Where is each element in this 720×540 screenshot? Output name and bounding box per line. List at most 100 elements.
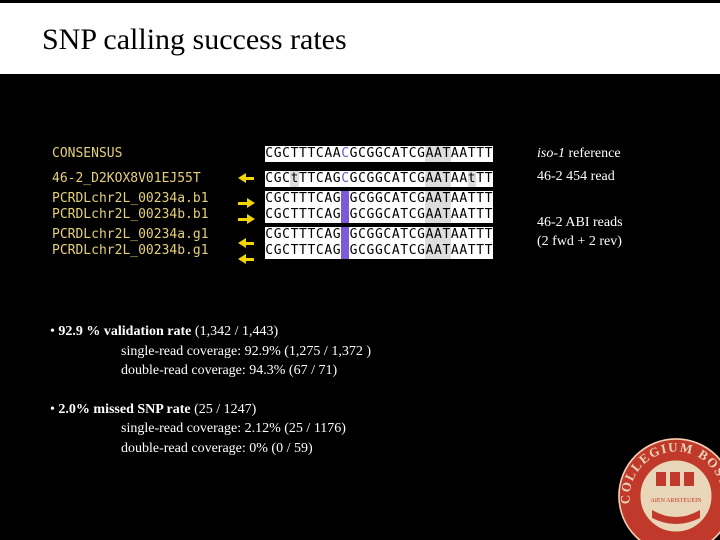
sequence-base: G bbox=[349, 146, 358, 162]
sequence-base: G bbox=[273, 227, 282, 243]
sequence-base: G bbox=[416, 171, 426, 187]
bullet-sub-item: single-read coverage: 2.12% (25 / 1176) bbox=[121, 421, 346, 436]
bullet-list: • 92.9 % validation rate (1,342 / 1,443)… bbox=[50, 322, 371, 458]
read-name-b-b1: PCRDLchr2L_00234b.b1 bbox=[52, 207, 209, 222]
forward-arrow-icon bbox=[238, 198, 256, 208]
sequence-base: A bbox=[459, 171, 468, 187]
sequence-base: C bbox=[357, 191, 367, 207]
sequence-base: G bbox=[332, 227, 341, 243]
sequence-base: A bbox=[324, 227, 333, 243]
sequence-base: T bbox=[475, 243, 485, 259]
bullet-sub-item: single-read coverage: 92.9% (1,275 / 1,3… bbox=[121, 343, 371, 359]
sequence-base: A bbox=[391, 146, 400, 162]
sequence-base: A bbox=[425, 146, 434, 162]
sequence-base: A bbox=[425, 191, 434, 207]
sequence-base: C bbox=[265, 207, 274, 223]
sequence-base: A bbox=[450, 243, 460, 259]
sequence-base: G bbox=[416, 146, 426, 162]
sequence-base: T bbox=[400, 191, 409, 207]
sequence-base: G bbox=[374, 191, 384, 207]
sequence-base: G bbox=[374, 227, 384, 243]
sequence-base: A bbox=[324, 207, 333, 223]
sequence-base: G bbox=[374, 171, 384, 187]
read-name-a-g1: PCRDLchr2L_00234a.g1 bbox=[52, 227, 209, 242]
slide-title: SNP calling success rates bbox=[42, 23, 347, 56]
boston-college-seal-logo: COLLEGIUM BOSTON AIEN ARISTEUEIN bbox=[612, 432, 720, 540]
sequence-base: T bbox=[298, 146, 308, 162]
sequence-base: A bbox=[425, 171, 434, 187]
sequence-base: T bbox=[442, 227, 451, 243]
sequence-base: A bbox=[433, 207, 443, 223]
seal-center-text: AIEN ARISTEUEIN bbox=[651, 498, 702, 504]
sequence-base: T bbox=[467, 146, 476, 162]
sequence-base: T bbox=[484, 146, 493, 162]
sequence-base: A bbox=[433, 146, 443, 162]
sequence-base: t bbox=[290, 171, 299, 187]
sequence-base: T bbox=[307, 227, 316, 243]
sequence-base: C bbox=[340, 191, 350, 207]
sequence-base: G bbox=[349, 243, 358, 259]
sequence-base: C bbox=[340, 243, 350, 259]
bullet-sub-item: double-read coverage: 94.3% (67 / 71) bbox=[121, 363, 338, 378]
bullet-missed: • 2.0% missed SNP rate (25 / 1247) bbox=[50, 401, 257, 417]
sequence-base: A bbox=[459, 146, 468, 162]
sequence-base: T bbox=[298, 243, 308, 259]
sequence-base: A bbox=[324, 191, 333, 207]
sequence-base: G bbox=[332, 191, 341, 207]
sequence-base: C bbox=[383, 171, 392, 187]
sequence-base: T bbox=[400, 171, 409, 187]
sequence-base: C bbox=[357, 243, 367, 259]
sequence-base: T bbox=[484, 243, 493, 259]
sequence-base: G bbox=[332, 207, 341, 223]
sequence-base: A bbox=[391, 207, 400, 223]
sequence-base: G bbox=[366, 243, 375, 259]
reverse-arrow-icon bbox=[238, 173, 256, 183]
sequence-base: C bbox=[315, 207, 325, 223]
sequence-base: C bbox=[340, 227, 350, 243]
sequence-base: T bbox=[290, 227, 299, 243]
sequence-base: T bbox=[290, 146, 299, 162]
sequence-base: C bbox=[383, 146, 392, 162]
seal-icon: COLLEGIUM BOSTON AIEN ARISTEUEIN bbox=[612, 432, 720, 540]
sequence-base: C bbox=[408, 243, 417, 259]
abi-label-line1: 46-2 ABI reads bbox=[537, 215, 623, 230]
sequence-base: T bbox=[442, 207, 451, 223]
sequence-base: T bbox=[442, 171, 451, 187]
sequence-base: C bbox=[340, 146, 350, 162]
sequence-base: G bbox=[349, 227, 358, 243]
reverse-arrow-icon bbox=[238, 254, 256, 264]
sequence-base: T bbox=[298, 207, 308, 223]
sequence-base: G bbox=[349, 171, 358, 187]
read-name-a-b1: PCRDLchr2L_00234a.b1 bbox=[52, 191, 209, 206]
sequence-base: T bbox=[400, 207, 409, 223]
bullet-validation-rest: (1,342 / 1,443) bbox=[191, 324, 279, 339]
sequence-base: A bbox=[332, 146, 341, 162]
sequence-base: T bbox=[467, 227, 476, 243]
sequence-base: A bbox=[433, 171, 443, 187]
sequence-base: T bbox=[307, 171, 316, 187]
sequence-base: A bbox=[450, 146, 460, 162]
sequence-base: A bbox=[459, 191, 468, 207]
read454-label: 46-2 454 read bbox=[537, 169, 615, 184]
sequence-base: A bbox=[425, 243, 434, 259]
sequence-base: T bbox=[442, 146, 451, 162]
sequence-base: C bbox=[408, 146, 417, 162]
bullet-validation: • 92.9 % validation rate (1,342 / 1,443) bbox=[50, 324, 279, 339]
sequence-base: G bbox=[349, 191, 358, 207]
sequence-base: T bbox=[484, 207, 493, 223]
sequence-base: C bbox=[315, 191, 325, 207]
sequence-base: A bbox=[459, 243, 468, 259]
sequence-base: T bbox=[475, 207, 485, 223]
sequence-base: T bbox=[475, 191, 485, 207]
sequence-base: A bbox=[450, 227, 460, 243]
sequence-base: C bbox=[408, 227, 417, 243]
sequence-base: A bbox=[425, 207, 434, 223]
sequence-base: C bbox=[383, 243, 392, 259]
sequence-base: T bbox=[475, 146, 485, 162]
sequence-base: C bbox=[357, 207, 367, 223]
sequence-base: C bbox=[265, 243, 274, 259]
reference-label: iso-1 reference bbox=[537, 146, 621, 162]
sequence-base: A bbox=[324, 146, 333, 162]
sequence-base: C bbox=[265, 227, 274, 243]
